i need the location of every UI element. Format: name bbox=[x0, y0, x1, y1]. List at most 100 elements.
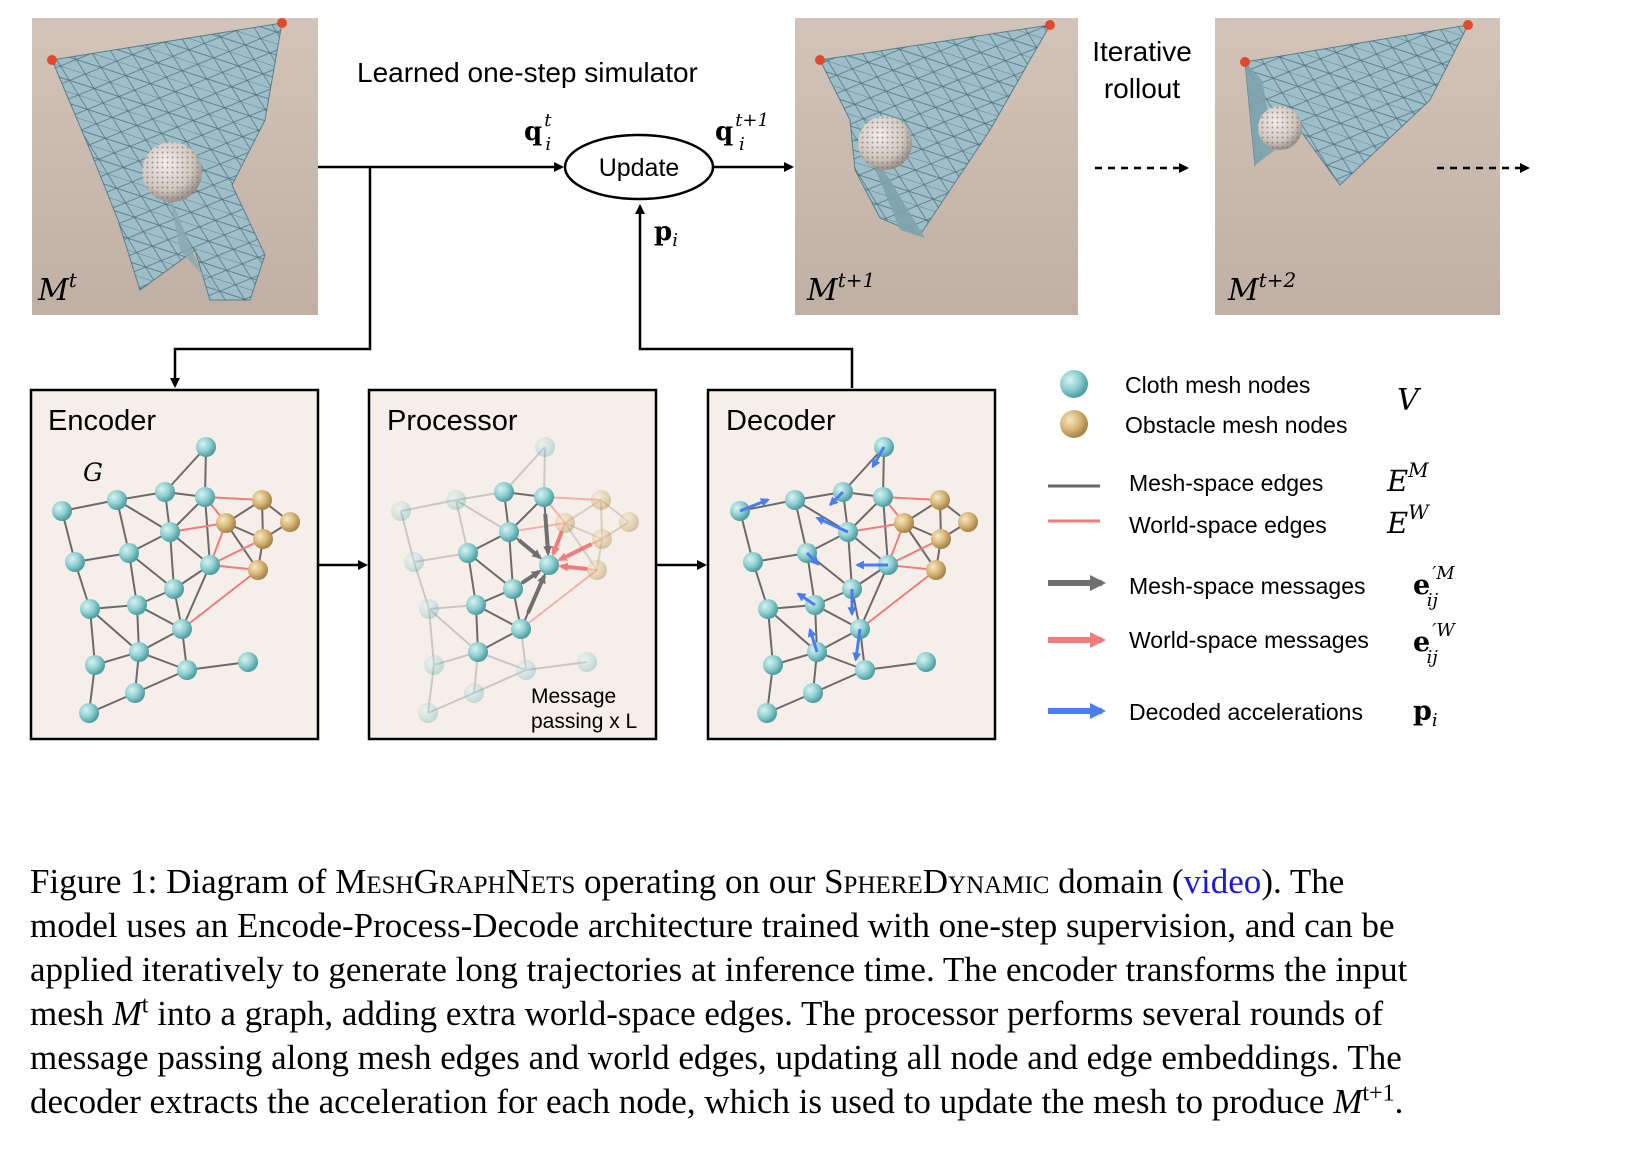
video-link[interactable]: video bbox=[1183, 862, 1262, 901]
cloth-node bbox=[803, 683, 823, 703]
acceleration-arrow bbox=[871, 446, 886, 469]
mesh-edge bbox=[859, 564, 889, 630]
q-t1-label: q t+1 i bbox=[715, 110, 769, 155]
cloth-node bbox=[743, 552, 763, 572]
cloth-node bbox=[757, 703, 777, 723]
cloth-node bbox=[129, 642, 149, 662]
processor-title: Processor bbox=[387, 405, 518, 437]
caption-text: applied iteratively to generate long tra… bbox=[30, 950, 1408, 989]
p-i-label: pi bbox=[654, 217, 678, 251]
iterative-rollout-line1: Iterative bbox=[1092, 36, 1192, 67]
cloth-node bbox=[107, 490, 127, 510]
mesh-message-arrow bbox=[526, 574, 547, 614]
caption-text: mesh bbox=[30, 994, 113, 1033]
obstacle-node bbox=[216, 513, 236, 533]
mesh-edge bbox=[455, 499, 510, 533]
world-message-arrow bbox=[558, 562, 588, 572]
cloth-node bbox=[464, 683, 484, 703]
legend-mesh-edges: Mesh-space edges bbox=[1129, 470, 1323, 496]
legend-mesh-messages: Mesh-space messages bbox=[1129, 573, 1366, 599]
cloth-node bbox=[873, 487, 893, 507]
caption-text: decoder extracts the acceleration for ea… bbox=[30, 1082, 1334, 1121]
caption-text: ). The bbox=[1261, 862, 1345, 901]
legend-world-edges: World-space edges bbox=[1129, 512, 1327, 538]
obstacle-node bbox=[587, 560, 607, 580]
cloth-node bbox=[85, 655, 105, 675]
acceleration-arrow bbox=[796, 592, 816, 607]
world-edge bbox=[859, 569, 937, 630]
cloth-node bbox=[511, 619, 531, 639]
legend: Cloth mesh nodes Obstacle mesh nodes V M… bbox=[1048, 370, 1456, 731]
encoder-graph bbox=[52, 437, 300, 723]
obstacle-node bbox=[555, 513, 575, 533]
obstacle-node bbox=[619, 512, 639, 532]
cloth-node bbox=[160, 522, 180, 542]
caption-text: domain ( bbox=[1049, 862, 1184, 901]
cloth-node bbox=[424, 655, 444, 675]
acceleration-arrow bbox=[815, 516, 849, 534]
obstacle-node bbox=[280, 512, 300, 532]
cloth-node bbox=[785, 490, 805, 510]
cloth-node bbox=[238, 652, 258, 672]
graph-G-label: G bbox=[83, 458, 103, 487]
cloth-node bbox=[172, 619, 192, 639]
mesh-edge bbox=[164, 446, 207, 493]
panel-t1-label: Mt+1 bbox=[806, 268, 875, 308]
legend-p-i: pi bbox=[1413, 696, 1438, 731]
cloth-node bbox=[79, 703, 99, 723]
legend-eW: e ′W ij bbox=[1413, 620, 1456, 668]
mesh-edge bbox=[842, 446, 885, 493]
caption-text: MeshGraphNets bbox=[335, 862, 576, 901]
cloth-node bbox=[458, 543, 478, 563]
obstacle-node bbox=[252, 490, 272, 510]
legend-obstacle-node-icon bbox=[1060, 410, 1088, 438]
legend-cloth-node-icon bbox=[1060, 370, 1088, 398]
mesh-edge bbox=[181, 564, 211, 630]
legend-cloth-nodes: Cloth mesh nodes bbox=[1125, 372, 1310, 398]
iterative-rollout-line2: rollout bbox=[1104, 73, 1180, 104]
cloth-node bbox=[499, 522, 519, 542]
mesh-message-arrow bbox=[517, 538, 542, 559]
caption-line: Figure 1: Diagram of MeshGraphNets opera… bbox=[30, 860, 1628, 904]
decoder-title: Decoder bbox=[726, 405, 836, 437]
cloth-node bbox=[494, 482, 514, 502]
cloth-node bbox=[758, 599, 778, 619]
cloth-node bbox=[125, 683, 145, 703]
processor-graph bbox=[391, 437, 639, 723]
mesh-edge bbox=[525, 661, 588, 671]
caption-line: applied iteratively to generate long tra… bbox=[30, 948, 1628, 992]
obstacle-node bbox=[958, 512, 978, 532]
cloth-node bbox=[534, 487, 554, 507]
update-label: Update bbox=[599, 154, 680, 182]
mesh-edge bbox=[864, 661, 927, 671]
caption-line: message passing along mesh edges and wor… bbox=[30, 1036, 1628, 1080]
mesh-edge bbox=[204, 496, 211, 566]
simulator-title: Learned one-step simulator bbox=[357, 57, 698, 88]
architecture-diagram: Mt Mt+1 Mt+2 Learned one-step simulator … bbox=[29, 18, 1530, 741]
caption-text: message passing along mesh edges and wor… bbox=[30, 1038, 1402, 1077]
caption-text: operating on our bbox=[575, 862, 825, 901]
cloth-node bbox=[196, 437, 216, 457]
legend-EW: EW bbox=[1386, 500, 1430, 540]
mesh-edge bbox=[882, 496, 889, 566]
caption-text: . bbox=[1394, 1082, 1404, 1121]
legend-EM: EM bbox=[1386, 458, 1429, 498]
cloth-node bbox=[177, 660, 197, 680]
input-to-encoder-arrow bbox=[170, 167, 372, 388]
world-message-arrow bbox=[551, 530, 564, 556]
mesh-message-arrow bbox=[520, 569, 541, 585]
obstacle-node bbox=[248, 560, 268, 580]
panel-t-label: Mt bbox=[37, 268, 78, 308]
world-edge bbox=[520, 569, 598, 630]
cloth-node bbox=[65, 552, 85, 572]
cloth-node bbox=[516, 660, 536, 680]
cloth-node bbox=[418, 703, 438, 723]
cloth-node bbox=[466, 595, 486, 615]
decoder-to-update-arrow bbox=[635, 204, 854, 388]
caption-text: M bbox=[1333, 1082, 1363, 1121]
legend-decoded-accelerations: Decoded accelerations bbox=[1129, 699, 1363, 725]
mesh-edge bbox=[767, 608, 818, 653]
world-message-arrow bbox=[557, 542, 593, 562]
caption-text: M bbox=[112, 994, 142, 1033]
legend-world-messages: World-space messages bbox=[1129, 627, 1369, 653]
